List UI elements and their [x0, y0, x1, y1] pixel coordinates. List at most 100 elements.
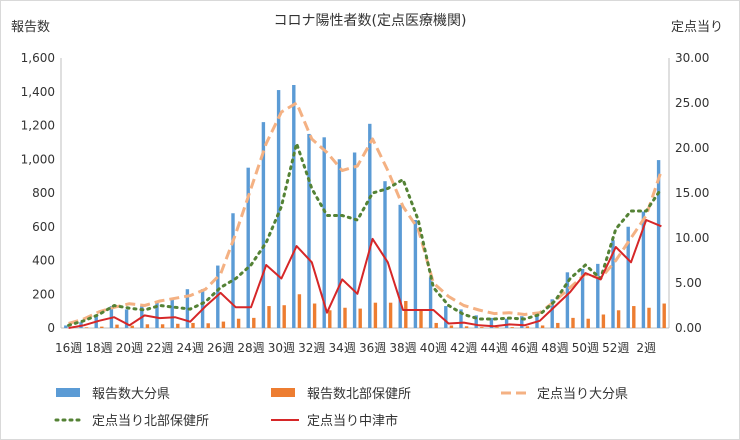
right-tick-label: 5.00 [675, 276, 702, 290]
bar [236, 318, 241, 328]
bar [231, 213, 235, 328]
bar [444, 306, 448, 328]
bar [662, 303, 666, 328]
bar [404, 301, 408, 328]
bar [550, 299, 554, 328]
x-tick-label: 22週 [146, 341, 173, 355]
x-tick-label: 52週 [602, 341, 629, 355]
bar [580, 268, 585, 328]
x-tick-label: 42週 [450, 341, 477, 355]
bar [252, 317, 256, 328]
bar [525, 326, 530, 328]
bar [155, 302, 159, 328]
legend-label: 定点当り北部保健所 [92, 414, 209, 429]
x-tick-label: 16週 [55, 341, 82, 355]
bar [632, 306, 636, 328]
bar [267, 306, 271, 328]
axes [60, 58, 670, 329]
bar [616, 310, 621, 328]
bar [100, 326, 104, 328]
line-series [67, 101, 663, 329]
left-tick-label: 400 [32, 254, 55, 268]
bar [601, 314, 606, 328]
bar [297, 294, 302, 328]
bar [383, 181, 387, 328]
right-tick-label: 15.00 [675, 186, 709, 200]
bar-series [64, 85, 666, 328]
left-tick-label: 1,200 [21, 119, 55, 133]
bar [596, 263, 600, 328]
bar [221, 321, 226, 328]
left-tick-label: 1,400 [21, 85, 55, 99]
legend-swatch [56, 388, 80, 397]
bar [480, 327, 484, 328]
bar [611, 240, 615, 328]
chart-title: コロナ陽性者数(定点医療機関) [274, 12, 467, 29]
right-axis-label: 定点当り [671, 20, 723, 35]
bar [145, 324, 150, 328]
right-tick-label: 10.00 [675, 231, 709, 245]
bar [352, 152, 357, 328]
bar [358, 308, 362, 328]
bar [474, 315, 478, 328]
left-axis-label: 報告数 [11, 20, 50, 35]
bar [368, 123, 372, 328]
bar [206, 323, 210, 328]
bar [170, 299, 174, 328]
x-tick-label: 46週 [511, 341, 538, 355]
bar [130, 325, 134, 328]
x-tick-label: 34週 [329, 341, 356, 355]
series-line [68, 219, 662, 329]
bar [504, 318, 509, 328]
x-tick-label: 20週 [116, 341, 143, 355]
right-tick-label: 30.00 [675, 51, 709, 65]
x-tick-label: 2週 [636, 341, 656, 355]
bar [312, 303, 317, 328]
bar [176, 323, 180, 328]
legend-label: 報告数北部保健所 [307, 387, 411, 402]
legend-swatch [271, 388, 295, 397]
bar [328, 310, 332, 328]
bar [261, 122, 266, 328]
x-tick-label: 38週 [389, 341, 416, 355]
left-tick-label: 800 [32, 186, 55, 200]
x-tick-label: 44週 [481, 341, 508, 355]
bar [343, 307, 347, 328]
x-tick-label: 36週 [359, 341, 386, 355]
bar [489, 317, 494, 328]
bar [565, 272, 570, 328]
right-tick-label: 0.00 [675, 321, 702, 335]
bar [556, 322, 560, 328]
bar [276, 90, 281, 328]
bar [626, 226, 630, 328]
bar [510, 327, 514, 328]
bar [398, 204, 402, 328]
bar [413, 220, 418, 328]
bar [307, 133, 311, 328]
bar [64, 325, 68, 328]
left-tick-label: 1,600 [21, 51, 55, 65]
bar [115, 324, 119, 328]
x-tick-label: 30週 [268, 341, 295, 355]
left-tick-label: 600 [32, 220, 55, 234]
x-tick-label: 18週 [85, 341, 112, 355]
legend-label: 報告数大分県 [92, 387, 170, 402]
bar [449, 325, 454, 328]
bar [191, 322, 195, 328]
bar [535, 312, 539, 328]
bar [464, 326, 469, 328]
x-tick-label: 28週 [237, 341, 264, 355]
bar [292, 85, 296, 328]
bar [185, 289, 190, 328]
bar [388, 302, 393, 328]
legend-label: 定点当り中津市 [307, 413, 398, 429]
bar [520, 316, 524, 328]
bar [656, 160, 661, 328]
bar [322, 137, 326, 328]
legend-label: 定点当り大分県 [537, 387, 628, 402]
bar [419, 310, 423, 328]
tick-labels: 0 200 400 600 800 1,000 1,200 1,400 1,600 0.00 5.0… [21, 51, 710, 355]
